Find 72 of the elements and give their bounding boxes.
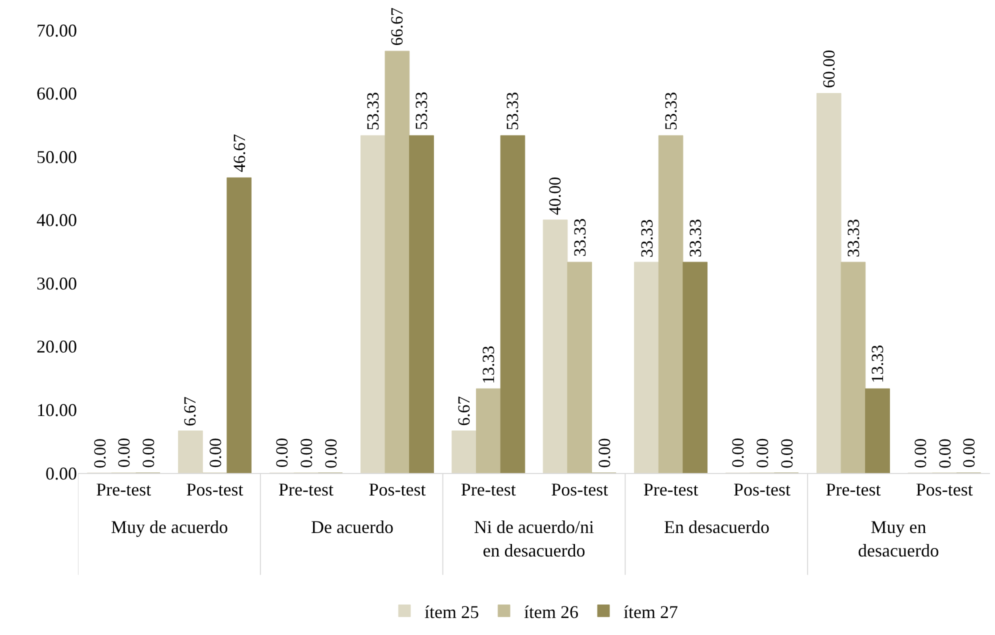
x-tick-label: Pre-test [826,480,881,500]
x-tick-label: Pos-test [551,480,608,500]
data-label: 0.00 [114,438,134,468]
bar [816,93,842,473]
legend-label: ítem 25 [424,602,479,622]
x-tick-label: Pos-test [916,480,973,500]
data-label: 0.00 [960,438,979,468]
data-label: 13.33 [478,346,498,384]
bar [567,262,592,473]
bar [384,50,410,473]
y-tick-label: 20.00 [36,336,77,357]
bar [542,220,568,473]
data-label: 33.33 [686,218,706,258]
bar [658,135,684,473]
x-tick-label: Pos-test [368,480,426,500]
y-tick-label: 10.00 [36,400,77,420]
data-label: 0.00 [90,438,110,468]
data-label: 0.00 [753,438,772,468]
x-tick-label: Pre-test [460,480,516,500]
data-label: 53.33 [363,92,382,130]
data-label: 0.00 [138,438,158,468]
text: De acuerdo [311,517,394,537]
data-label: 33.33 [570,218,590,257]
bar [226,177,252,473]
data-label: 0.00 [777,438,796,468]
data-label: 0.00 [728,438,748,468]
bar [865,388,890,473]
data-label: 46.67 [230,134,249,172]
text: Muy de acuerdo [111,517,228,537]
data-label: 53.33 [661,92,680,130]
y-tick-label: 0.00 [46,463,77,484]
y-tick-label: 40.00 [36,210,77,230]
data-label: 0.00 [297,438,316,468]
bar [409,135,434,473]
data-label: 6.67 [454,396,474,426]
bar [840,262,866,473]
legend-label: ítem 26 [524,602,578,622]
y-tick-label: 60.00 [36,84,77,104]
data-label: 53.33 [412,92,432,130]
data-label: 6.67 [180,396,200,426]
bar [476,388,501,473]
data-label: 13.33 [868,344,887,384]
bar [682,262,708,473]
x-tick-label: Pre-test [643,480,698,500]
data-label: 0.00 [594,438,614,468]
x-tick-label: Pre-test [96,480,152,500]
text: En desacuerdo [664,517,770,537]
x-tick-label: Pos-test [186,480,244,500]
legend-label: ítem 27 [624,602,678,622]
bar [634,262,659,473]
data-label: 0.00 [935,438,954,468]
x-tick-label: Pre-test [278,480,334,500]
data-label: 0.00 [206,438,225,468]
data-label: 33.33 [844,219,864,258]
data-label: 40.00 [545,176,564,216]
bar [178,430,203,473]
y-tick-label: 50.00 [36,146,77,167]
y-tick-label: 30.00 [36,273,77,294]
x-tick-label: Pos-test [733,480,791,500]
bar [500,135,526,473]
y-tick-label: 70.00 [36,20,77,40]
text: Muy en desacuerdo [858,517,939,560]
data-label: 33.33 [637,219,656,258]
data-label: 53.33 [503,92,522,130]
text: Ni de acuerdo/ni en desacuerdo [474,517,594,560]
data-label: 0.00 [321,438,340,468]
bar [360,135,386,473]
data-label: 66.67 [388,7,407,46]
data-label: 60.00 [820,50,839,88]
bar [452,430,476,473]
data-label: 0.00 [272,438,292,468]
data-label: 0.00 [911,438,930,468]
